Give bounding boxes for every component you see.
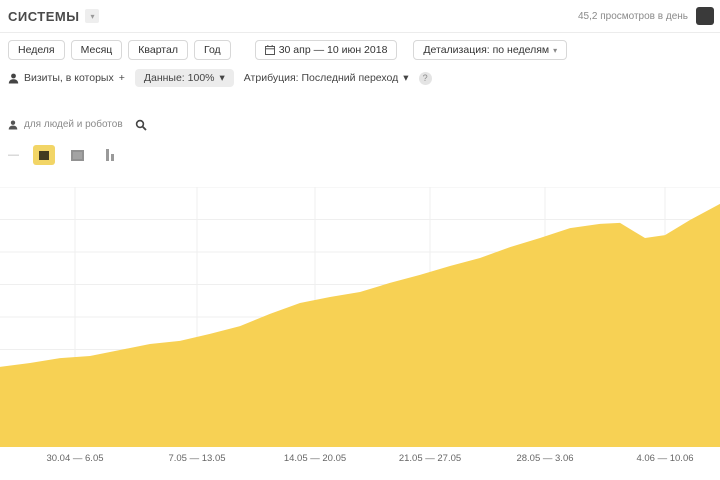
sampling-label: Данные: 100% bbox=[143, 72, 215, 84]
page-title: СИСТЕМЫ bbox=[8, 8, 80, 24]
chevron-down-icon: ▾ bbox=[90, 11, 95, 21]
audience-filter-row: для людей и роботов bbox=[0, 117, 720, 132]
search-button[interactable] bbox=[135, 117, 147, 132]
traffic-chart-svg[interactable] bbox=[0, 187, 720, 447]
segment-button[interactable]: Визиты, в которых + bbox=[8, 72, 125, 84]
period-toolbar: Неделя Месяц Квартал Год 30 апр — 10 июн… bbox=[0, 40, 720, 60]
chart-type-controls: — bbox=[0, 145, 720, 165]
avatar[interactable] bbox=[696, 7, 714, 25]
date-range-label: 30 апр — 10 июн 2018 bbox=[278, 44, 388, 56]
x-axis: 30.04 — 6.05 7.05 — 13.05 14.05 — 20.05 21.… bbox=[0, 450, 720, 470]
attribution-dropdown[interactable]: Атрибуция: Последний переход ▾ bbox=[244, 72, 409, 84]
x-axis-label: 28.05 — 3.06 bbox=[516, 453, 574, 464]
attribution-label: Атрибуция: Последний переход bbox=[243, 72, 399, 84]
period-button-month[interactable]: Месяц bbox=[70, 40, 123, 60]
x-axis-label: 4.06 — 10.06 bbox=[636, 453, 694, 464]
stacked-chart-button[interactable] bbox=[66, 145, 88, 165]
x-axis-label: 14.05 — 20.05 bbox=[283, 453, 347, 464]
bar-chart-button[interactable] bbox=[99, 145, 121, 165]
person-icon bbox=[8, 73, 19, 83]
area-chart-icon bbox=[39, 150, 49, 160]
segment-toolbar: Визиты, в которых + Данные: 100% ▾ Атриб… bbox=[0, 69, 720, 87]
account-info: 45,2 просмотров в день bbox=[577, 10, 688, 22]
detalization-dropdown[interactable]: Детализация: по неделям ▾ bbox=[413, 40, 568, 60]
calendar-icon bbox=[264, 45, 275, 55]
header-right: 45,2 просмотров в день bbox=[578, 7, 714, 25]
search-icon bbox=[135, 120, 147, 132]
segment-button-label: Визиты, в которых bbox=[24, 72, 114, 84]
plus-icon: + bbox=[118, 72, 125, 84]
period-button-week[interactable]: Неделя bbox=[8, 40, 65, 60]
area-chart-button[interactable] bbox=[33, 145, 55, 165]
detalization-label: Детализация: по неделям bbox=[423, 44, 550, 56]
header: СИСТЕМЫ ▾ 45,2 просмотров в день bbox=[0, 0, 720, 33]
chevron-down-icon: ▾ bbox=[553, 45, 558, 55]
title-menu-button[interactable]: ▾ bbox=[85, 9, 100, 23]
area-series bbox=[0, 203, 720, 447]
help-icon[interactable]: ? bbox=[418, 71, 432, 85]
sampling-dropdown[interactable]: Данные: 100% ▾ bbox=[134, 69, 234, 87]
line-chart-icon[interactable]: — bbox=[8, 149, 19, 161]
date-range-button[interactable]: 30 апр — 10 июн 2018 bbox=[254, 40, 398, 60]
traffic-chart: 30.04 — 6.05 7.05 — 13.05 14.05 — 20.05 21.… bbox=[0, 187, 720, 470]
period-button-quarter[interactable]: Квартал bbox=[128, 40, 188, 60]
x-axis-label: 21.05 — 27.05 bbox=[398, 453, 462, 464]
chevron-down-icon: ▾ bbox=[403, 72, 409, 84]
chevron-down-icon: ▾ bbox=[219, 72, 225, 84]
person-icon bbox=[8, 120, 18, 130]
x-axis-label: 30.04 — 6.05 bbox=[46, 453, 104, 464]
stacked-chart-icon bbox=[70, 149, 84, 161]
x-axis-label: 7.05 — 13.05 bbox=[168, 453, 226, 464]
period-button-year[interactable]: Год bbox=[193, 40, 231, 60]
audience-filter-label: для людей и роботов bbox=[24, 119, 123, 130]
bar-chart-icon bbox=[106, 149, 114, 161]
